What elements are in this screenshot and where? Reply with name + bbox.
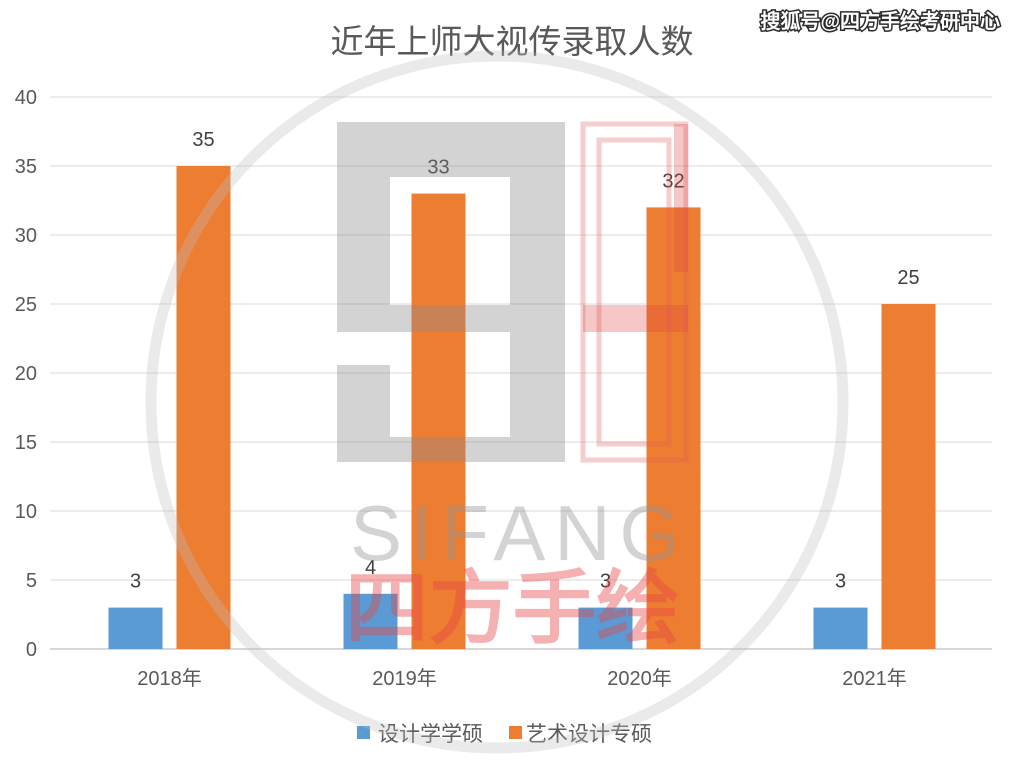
y-tick-label: 10 <box>15 501 37 523</box>
data-label: 25 <box>897 267 919 289</box>
logo-block <box>674 124 688 272</box>
legend-item: 艺术设计专硕 <box>509 723 652 746</box>
bar-series-2 <box>176 166 231 649</box>
y-tick-label: 40 <box>15 87 37 109</box>
bars <box>108 166 936 649</box>
source-watermark: 搜狐号@四方手绘考研中心 <box>760 9 1000 33</box>
logo-block <box>337 177 390 332</box>
logo-block <box>337 437 510 462</box>
legend-label-series-2: 艺术设计专硕 <box>526 723 652 746</box>
y-tick-label: 30 <box>15 225 37 247</box>
logo-outline <box>596 137 672 447</box>
x-tick-label: 2018年 <box>137 667 202 690</box>
data-label: 32 <box>662 170 684 192</box>
y-axis-ticks: 0 5 10 15 20 25 30 35 40 <box>15 87 37 661</box>
legend-swatch-series-1 <box>357 726 370 739</box>
bar-series-1 <box>578 607 633 649</box>
logo-block <box>337 365 390 437</box>
legend: 设计学学硕 艺术设计专硕 <box>357 723 652 746</box>
y-tick-label: 20 <box>15 363 37 385</box>
data-label: 3 <box>600 571 611 593</box>
bar-series-2 <box>881 304 936 649</box>
data-label: 3 <box>130 571 141 593</box>
x-tick-label: 2021年 <box>842 667 907 690</box>
y-tick-label: 35 <box>15 156 37 178</box>
y-tick-label: 25 <box>15 294 37 316</box>
data-label: 4 <box>365 557 376 579</box>
bar-series-1 <box>343 593 398 649</box>
x-axis-ticks: 2018年 2019年 2020年 2021年 <box>137 667 907 690</box>
x-tick-label: 2019年 <box>372 667 437 690</box>
legend-swatch-series-2 <box>509 726 522 739</box>
logo-block <box>583 305 688 332</box>
bar-series-2 <box>411 193 466 649</box>
watermark-red-mark <box>580 121 689 463</box>
data-labels: 335433332325 <box>130 129 920 593</box>
bar-series-1 <box>813 607 868 649</box>
chart-title: 近年上师大视传录取人数 <box>331 23 694 60</box>
logo-outline <box>580 121 689 463</box>
data-label: 35 <box>192 129 214 151</box>
watermark-circle <box>145 50 849 754</box>
bar-series-1 <box>108 607 163 649</box>
logo-block <box>337 122 565 177</box>
y-tick-label: 15 <box>15 432 37 454</box>
data-label: 33 <box>427 157 449 179</box>
legend-label-series-1: 设计学学硕 <box>378 723 483 746</box>
y-tick-label: 5 <box>26 570 37 592</box>
bar-series-2 <box>646 207 701 649</box>
legend-item: 设计学学硕 <box>357 723 483 746</box>
watermark-logo: SIFANG 四方手绘 <box>145 50 849 754</box>
logo-block <box>390 305 510 332</box>
watermark-text-cn: 四方手绘 <box>345 564 680 653</box>
logo-block <box>510 177 565 462</box>
watermark-gray-mark <box>337 122 565 462</box>
y-tick-label: 0 <box>26 639 37 661</box>
x-tick-label: 2020年 <box>607 667 672 690</box>
data-label: 3 <box>835 571 846 593</box>
